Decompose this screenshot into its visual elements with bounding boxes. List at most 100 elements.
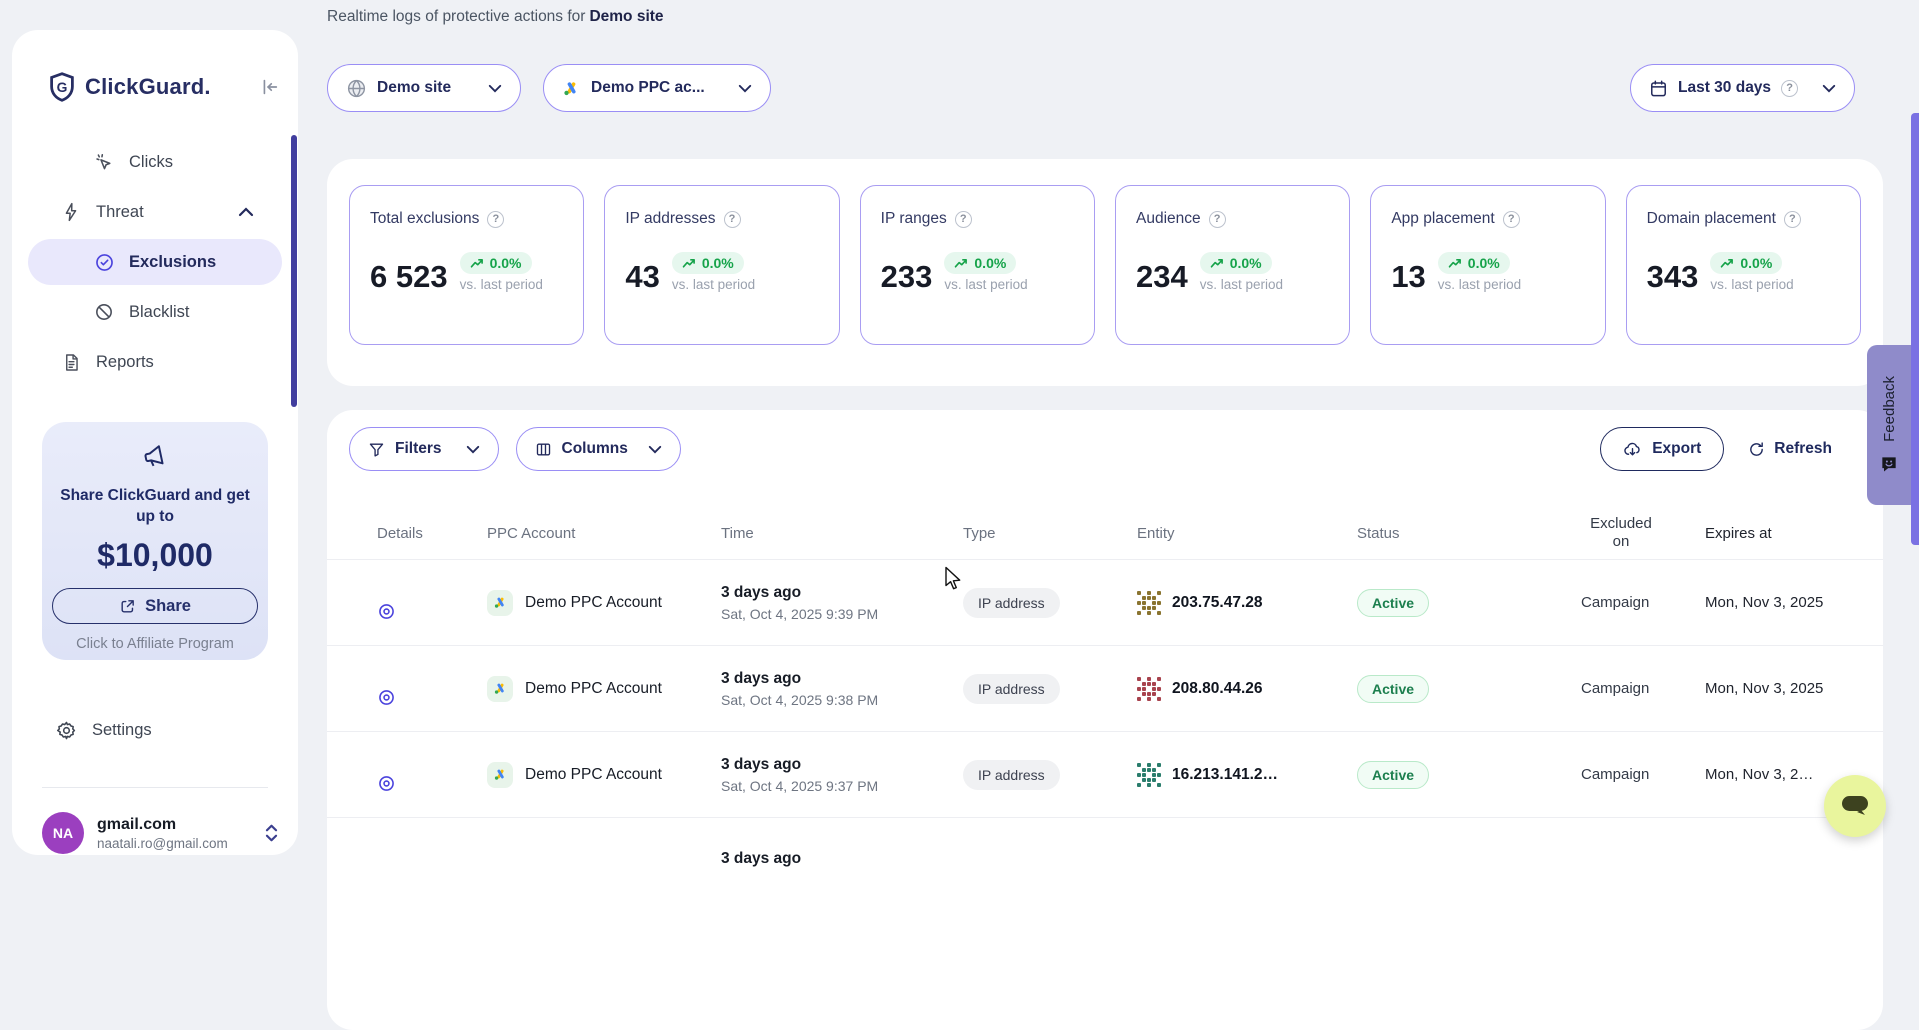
help-icon[interactable]: ? (1208, 210, 1226, 228)
feedback-tab[interactable]: Feedback (1867, 345, 1911, 505)
chat-widget-button[interactable] (1824, 775, 1886, 837)
stat-label: IP addresses (625, 210, 716, 227)
excluded-on-cell: Campaign (1581, 766, 1650, 783)
columns-button[interactable]: Columns (515, 427, 681, 471)
sidebar-collapse-icon[interactable] (258, 76, 280, 98)
help-icon[interactable]: ? (1783, 210, 1801, 228)
ppc-account-name: Demo PPC Account (525, 679, 662, 697)
time-cell: 3 days ago Sat, Oct 4, 2025 9:39 PM (721, 584, 963, 622)
filters-button[interactable]: Filters (349, 427, 499, 471)
chevron-down-icon (466, 445, 480, 454)
gear-icon (56, 720, 77, 741)
sidebar-item-settings[interactable]: Settings (56, 720, 152, 741)
ppc-account-name: Demo PPC Account (525, 765, 662, 783)
stat-card: Total exclusions ? 6 523 0.0% vs. last p… (349, 185, 585, 345)
table-row: 3 days ago (327, 817, 1883, 903)
time-full: Sat, Oct 4, 2025 9:37 PM (721, 777, 879, 794)
chevron-down-icon (1822, 84, 1836, 93)
column-header: PPC Account (487, 524, 576, 542)
settings-label: Settings (92, 721, 152, 739)
entity-value: 208.80.44.26 (1172, 679, 1263, 697)
cursor-click-icon (93, 152, 115, 173)
refresh-button[interactable]: Refresh (1742, 439, 1838, 459)
page-scrollbar[interactable] (1911, 113, 1919, 545)
account-switcher[interactable]: NA gmail.com naatali.ro@gmail.com (42, 812, 278, 854)
ban-icon (93, 302, 115, 322)
column-header: Excluded on (1590, 515, 1652, 550)
export-button[interactable]: Export (1600, 427, 1725, 471)
export-label: Export (1652, 440, 1702, 457)
calendar-icon (1649, 79, 1668, 98)
table-row: Demo PPC Account 3 days ago Sat, Oct 4, … (327, 731, 1883, 817)
view-details-icon[interactable] (377, 602, 487, 621)
trend-up-icon (1448, 258, 1461, 268)
table-row: Demo PPC Account 3 days ago Sat, Oct 4, … (327, 645, 1883, 731)
help-icon[interactable]: ? (723, 210, 741, 228)
share-button[interactable]: Share (52, 588, 258, 624)
time-relative: 3 days ago (721, 849, 802, 867)
stat-caption: vs. last period (944, 277, 1028, 292)
status-badge: Active (1357, 760, 1430, 789)
entity-identicon (1137, 590, 1161, 615)
type-badge: IP address (963, 673, 1060, 704)
stat-caption: vs. last period (1437, 277, 1522, 292)
view-details-icon[interactable] (377, 774, 487, 793)
chevron-up-icon (238, 207, 254, 217)
sidebar-item-reports[interactable]: Reports (28, 337, 282, 387)
ppc-account-name: Demo PPC Account (525, 593, 662, 611)
trend-up-icon (1721, 258, 1734, 268)
account-info: gmail.com naatali.ro@gmail.com (97, 816, 228, 851)
stat-label: IP ranges (880, 210, 947, 227)
chevron-up-down-icon (265, 823, 278, 843)
view-details-icon[interactable] (377, 688, 487, 707)
stat-card: Audience ? 234 0.0% vs. last period (1114, 185, 1351, 345)
promo-amount: $10,000 (97, 537, 213, 573)
sidebar-item-clicks[interactable]: Clicks (28, 137, 282, 187)
sidebar-scrollbar[interactable] (291, 135, 297, 407)
stat-delta-badge: 0.0% (1437, 252, 1510, 274)
site-selector[interactable]: Demo site (327, 64, 521, 112)
help-icon[interactable]: ? (487, 210, 505, 228)
funnel-icon (369, 443, 384, 457)
date-selector-value: Last 30 days (1678, 79, 1772, 96)
time-cell: 3 days ago Sat, Oct 4, 2025 9:38 PM (721, 670, 963, 708)
column-header: Status (1357, 524, 1400, 542)
date-range-selector[interactable]: Last 30 days ? (1630, 64, 1855, 112)
stat-value: 13 (1391, 259, 1426, 294)
stat-delta: 0.0% (1740, 255, 1773, 271)
time-full: Sat, Oct 4, 2025 9:38 PM (721, 691, 879, 708)
stat-card: App placement ? 13 0.0% vs. last period (1370, 185, 1606, 345)
column-header: Time (721, 524, 754, 542)
sidebar-item-exclusions[interactable]: Exclusions (28, 239, 282, 285)
columns-icon (536, 443, 550, 455)
affiliate-link[interactable]: Click to Affiliate Program (76, 636, 234, 652)
stat-label: App placement (1391, 210, 1495, 227)
help-icon[interactable]: ? (1502, 210, 1520, 228)
external-link-icon (119, 598, 136, 615)
trend-up-icon (470, 258, 483, 268)
entity-value: 203.75.47.28 (1172, 593, 1263, 611)
chevron-down-icon (738, 84, 752, 93)
google-ads-icon (487, 675, 513, 702)
stat-caption: vs. last period (1199, 277, 1284, 292)
affiliate-promo-card[interactable]: Share ClickGuard and get up to $10,000 S… (42, 422, 268, 660)
globe-icon (346, 78, 367, 99)
google-ads-icon (487, 761, 513, 788)
trend-up-icon (955, 258, 968, 268)
lightning-icon (60, 201, 82, 223)
stat-caption: vs. last period (459, 277, 543, 292)
feedback-label: Feedback (1880, 376, 1898, 442)
sidebar-item-threat[interactable]: Threat (28, 187, 282, 237)
sidebar-item-label: Clicks (129, 152, 173, 171)
document-icon (60, 352, 82, 373)
help-icon[interactable]: ? (954, 210, 972, 228)
table-toolbar: Filters Columns Export Refresh (327, 410, 1883, 471)
stat-label: Audience (1135, 210, 1201, 227)
sidebar-item-blacklist[interactable]: Blacklist (28, 287, 282, 337)
stat-delta-badge: 0.0% (459, 252, 532, 274)
ppc-account-selector[interactable]: Demo PPC ac... (543, 64, 771, 112)
page-subtitle: Realtime logs of protective actions for D… (327, 8, 664, 26)
status-badge: Active (1357, 674, 1430, 703)
google-ads-icon (487, 589, 513, 616)
subtitle-text: Realtime logs of protective actions for (327, 8, 586, 25)
